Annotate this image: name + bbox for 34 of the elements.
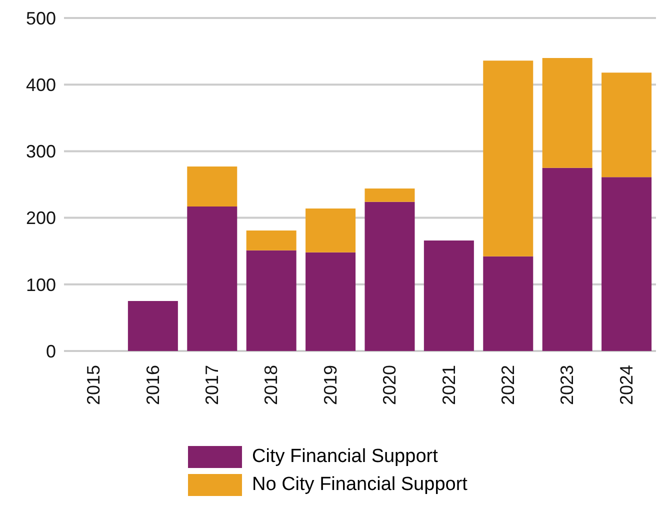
x-tick-label: 2023 [557, 365, 578, 406]
x-tick-label: 2020 [380, 365, 400, 406]
y-tick-label: 100 [26, 274, 56, 295]
legend-label: City Financial Support [252, 446, 438, 468]
x-tick-label: 2015 [84, 365, 104, 406]
y-tick-label: 0 [46, 341, 56, 362]
legend-label: No City Financial Support [252, 474, 468, 496]
bar [246, 250, 296, 351]
bar [602, 177, 652, 351]
x-tick-label: 2022 [498, 365, 518, 406]
bar [542, 58, 592, 168]
bar [246, 230, 296, 250]
y-tick-label: 400 [26, 74, 56, 95]
bar [483, 60, 534, 256]
bar [187, 166, 238, 206]
x-tick-label: 2024 [616, 365, 636, 406]
bar [128, 301, 178, 351]
y-tick-label: 200 [26, 208, 56, 228]
bar [424, 240, 474, 351]
y-tick-label: 500 [26, 8, 56, 28]
bar [306, 252, 356, 351]
bar [602, 72, 652, 178]
x-tick-label: 2021 [438, 365, 459, 406]
y-tick-label: 300 [26, 142, 56, 162]
bar [364, 188, 415, 202]
bar [306, 208, 356, 252]
bar [364, 202, 415, 351]
x-tick-label: 2018 [261, 365, 282, 406]
bar [187, 206, 238, 351]
x-tick-label: 2016 [142, 365, 163, 406]
x-tick-label: 2019 [320, 365, 340, 406]
x-tick-label: 2017 [202, 365, 222, 406]
bar [542, 168, 592, 351]
bar [483, 256, 534, 351]
